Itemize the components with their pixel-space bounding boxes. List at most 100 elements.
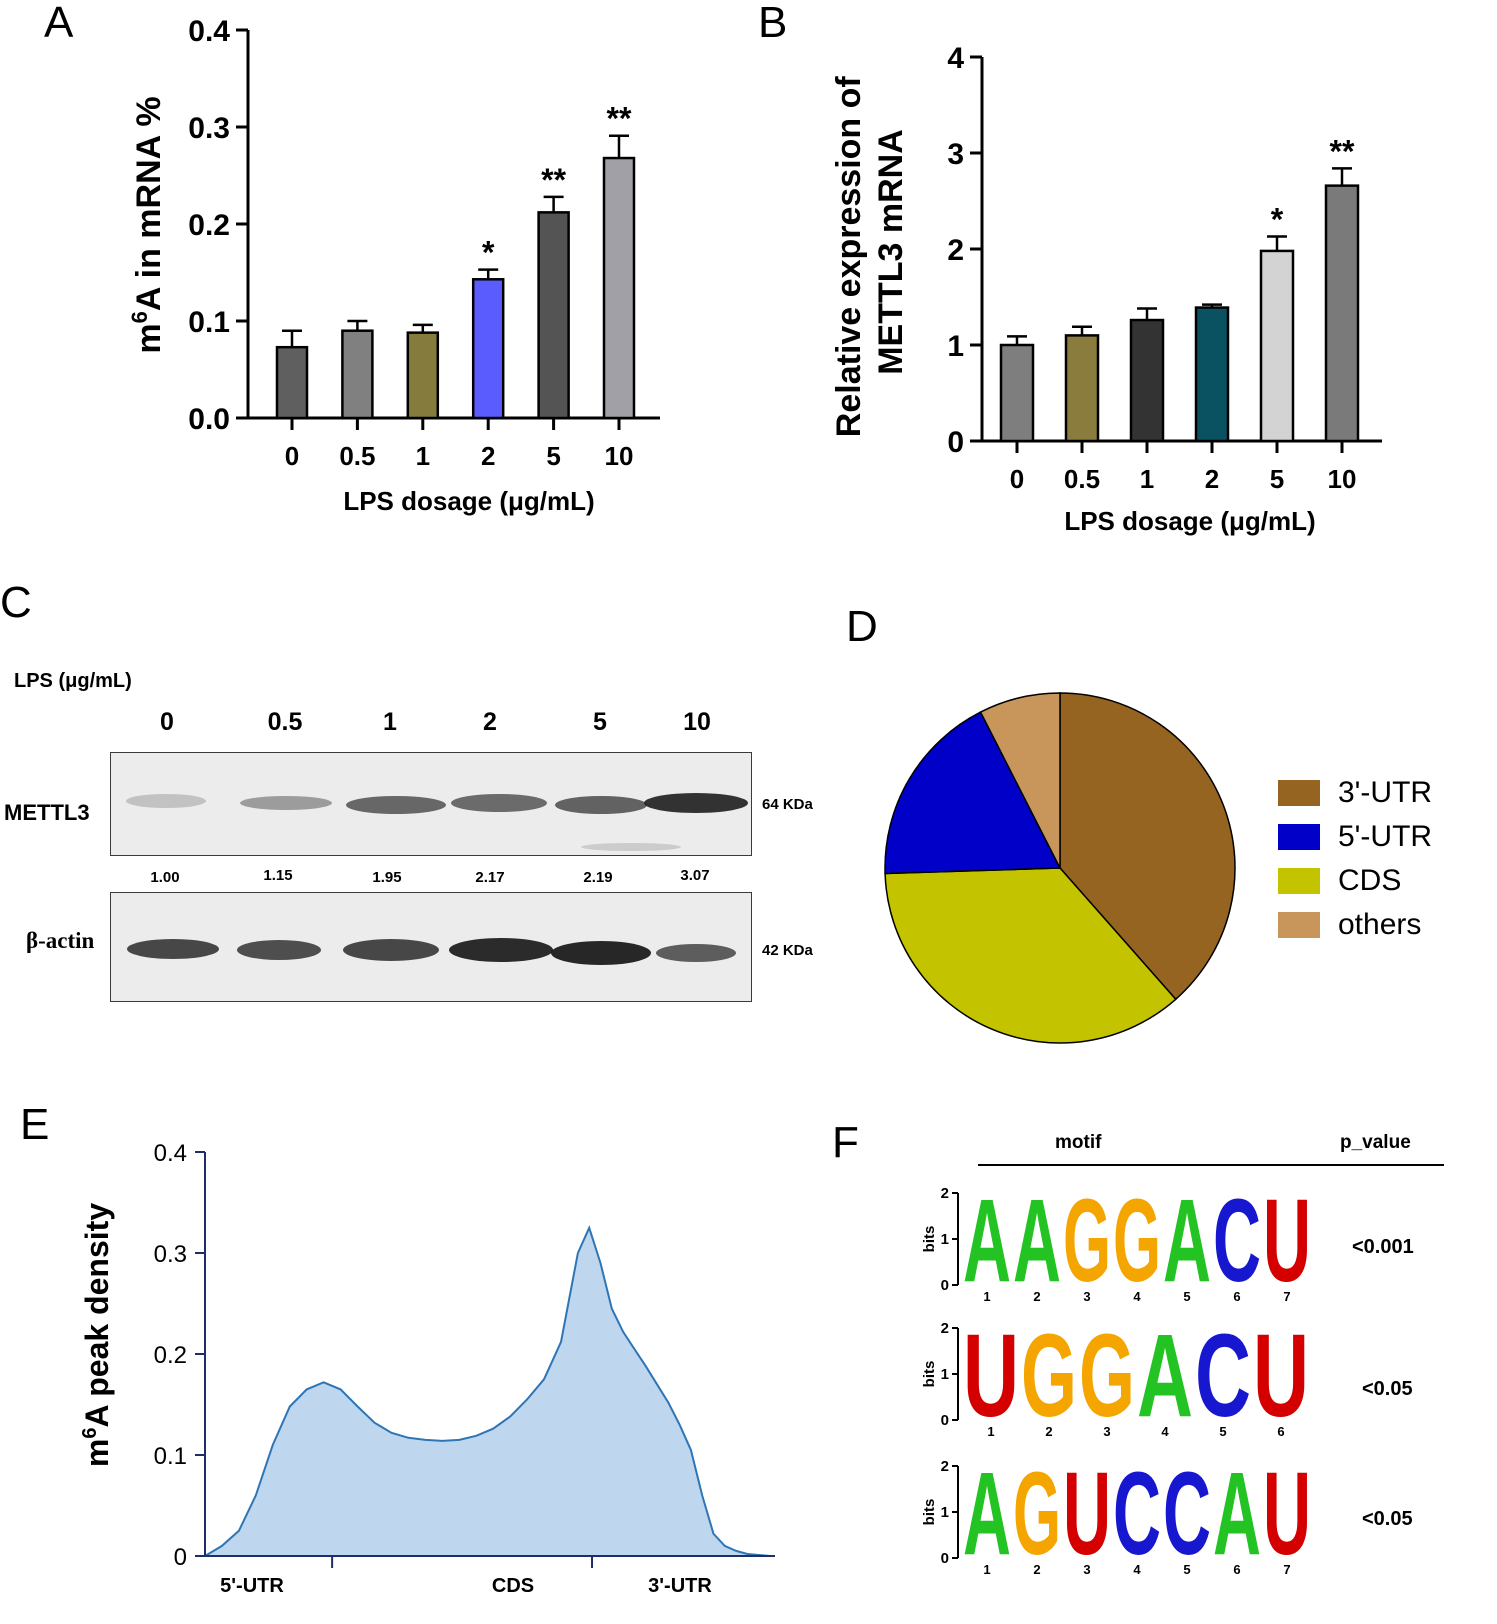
band-ratio: 2.19: [583, 869, 613, 886]
panel-e-y-axis-label-sup: 6: [79, 1428, 101, 1439]
y-tick-label: 2: [947, 234, 964, 267]
x-tick-label: 0.5: [1064, 464, 1100, 494]
panel-a-x-axis-label: LPS dosage (μg/mL): [343, 486, 594, 516]
pie-slice: [979, 692, 1061, 869]
panel-b-bar-chart: Relative expression of METTL3 mRNA LPS d…: [830, 42, 1382, 536]
bar: [471, 278, 505, 420]
panel-label-a: A: [44, 0, 74, 47]
panel-label-b: B: [758, 0, 788, 47]
motif-letter: G: [1021, 1310, 1077, 1442]
blot-row-label-mettl3: METTL3: [4, 800, 90, 825]
logo-position-label: 6: [1277, 1424, 1284, 1439]
blot-size-beta-actin: 42 KDa: [762, 942, 813, 959]
motif-letter: G: [1079, 1310, 1135, 1442]
legend-item: others: [1278, 908, 1421, 942]
logo-y-tick-label: 0: [941, 1412, 949, 1429]
panel-label-e: E: [20, 1100, 50, 1149]
significance-marker: *: [1271, 202, 1284, 238]
logo-position-label: 3: [1103, 1424, 1110, 1439]
blot-image-mettl3: [110, 752, 752, 856]
motif-letter: C: [1113, 1448, 1161, 1580]
motif-letter: A: [963, 1180, 1011, 1307]
region-label: 3'-UTR: [648, 1575, 712, 1597]
logo-position-label: 1: [983, 1562, 990, 1577]
bar: [1129, 318, 1165, 443]
significance-marker: *: [482, 235, 495, 271]
logo-y-tick-label: 1: [941, 1366, 949, 1383]
bar: [1324, 184, 1360, 443]
legend-swatch-cds: [1278, 868, 1320, 894]
logo-position-label: 3: [1083, 1289, 1090, 1304]
logo-y-tick-label: 2: [941, 1185, 949, 1202]
y-tick-label: 0.2: [188, 209, 230, 242]
y-tick-label: 1: [947, 330, 964, 363]
lane-label: 1: [383, 708, 397, 736]
legend-item: CDS: [1278, 864, 1401, 898]
y-tick-label: 0.0: [188, 403, 230, 436]
y-tick-label: 0.3: [154, 1241, 187, 1268]
motif-letter: U: [1263, 1180, 1311, 1307]
x-tick-label: 1: [416, 441, 430, 471]
bar: [999, 343, 1035, 443]
logo-position-label: 2: [1033, 1562, 1040, 1577]
motif-letter: U: [963, 1310, 1019, 1442]
logo-position-label: 1: [983, 1289, 990, 1304]
logo-y-tick-label: 1: [941, 1231, 949, 1248]
panel-e-area-chart: m6A peak density 0 0.1 0.2 0.3 0.4 5'-UTR CDS 3…: [79, 1140, 775, 1597]
x-tick-label: 5: [1270, 464, 1284, 494]
significance-marker: **: [607, 101, 632, 137]
y-tick-label: 0.1: [154, 1443, 187, 1470]
pvalue-header: p_value: [1340, 1132, 1411, 1153]
motif-header: motif: [1055, 1132, 1102, 1153]
x-tick-label: 10: [1328, 464, 1357, 494]
motif-letter: A: [1013, 1180, 1061, 1307]
blot-header: LPS (μg/mL): [14, 670, 132, 692]
motif-letter: A: [1163, 1180, 1211, 1307]
logo-position-label: 6: [1233, 1289, 1240, 1304]
y-tick-label: 0.2: [154, 1342, 187, 1369]
legend-label: CDS: [1338, 864, 1402, 897]
logo-y-tick-label: 0: [941, 1550, 949, 1567]
logo-position-label: 4: [1133, 1289, 1141, 1304]
x-tick-label: 1: [1140, 464, 1154, 494]
logo-position-label: 6: [1233, 1562, 1240, 1577]
x-tick-label: 0.5: [339, 441, 375, 471]
motif-letter: G: [1063, 1180, 1111, 1307]
logo-axis-label: bits: [921, 1226, 938, 1253]
motif-pvalue: <0.001: [1352, 1236, 1414, 1258]
lane-label: 0: [160, 708, 174, 736]
logo-position-label: 7: [1283, 1562, 1290, 1577]
lane-label: 2: [483, 708, 497, 736]
bar: [537, 211, 570, 420]
lane-label: 10: [683, 708, 711, 736]
logo-position-label: 2: [1033, 1289, 1040, 1304]
band-ratio: 3.07: [680, 867, 710, 884]
region-label: CDS: [492, 1575, 534, 1597]
y-tick-label: 0.3: [188, 112, 230, 145]
logo-position-label: 5: [1183, 1562, 1190, 1577]
band-ratio: 1.15: [263, 867, 293, 884]
logo-y-tick-label: 2: [941, 1458, 949, 1475]
panel-d-pie-chart: [884, 692, 1236, 1044]
logo-position-label: 7: [1283, 1289, 1290, 1304]
legend-item: 3'-UTR: [1278, 776, 1432, 810]
motif-header-rule: [978, 1164, 1444, 1166]
density-line: [204, 1225, 771, 1557]
motif-letter: U: [1253, 1310, 1309, 1442]
bar: [341, 329, 374, 420]
y-tick-label: 0.4: [188, 15, 230, 48]
logo-y-tick-label: 1: [941, 1504, 949, 1521]
bar: [275, 345, 309, 420]
pie-slice: [884, 867, 1177, 1044]
y-tick-label: 3: [947, 138, 964, 171]
bar: [1064, 334, 1100, 443]
bar: [1194, 306, 1230, 443]
panel-b-y-axis-label-line1: Relative expression of: [830, 76, 868, 438]
bar: [406, 331, 440, 420]
logo-position-label: 5: [1183, 1289, 1190, 1304]
panel-b-y-axis-label: Relative expression of METTL3 mRNA: [830, 67, 910, 437]
logo-position-label: 3: [1083, 1562, 1090, 1577]
y-tick-label: 0.1: [188, 306, 230, 339]
logo-position-label: 5: [1219, 1424, 1226, 1439]
